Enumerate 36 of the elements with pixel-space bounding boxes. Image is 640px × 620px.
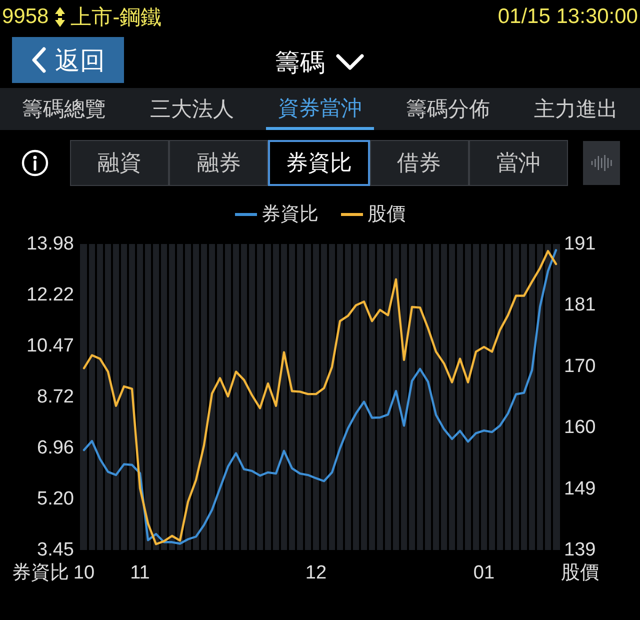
y2-tick-label: 160 (564, 417, 596, 438)
text: 9958 (2, 5, 49, 29)
text: 當沖 (496, 149, 540, 177)
y-tick-label: 8.72 (37, 386, 74, 408)
text: 01/15 13:30:00 (498, 5, 638, 29)
y2-tick-label: 191 (564, 234, 596, 254)
y2-tick-label: 181 (564, 294, 596, 316)
text: 主力進出 (534, 97, 618, 123)
chart-title: 籌碼 (275, 48, 325, 78)
x-tick-label: 10 (73, 562, 95, 584)
y2-tick-label: 170 (564, 356, 596, 377)
text: 融資 (98, 149, 142, 177)
x-tick-label: 12 (305, 562, 327, 584)
text: 融券 (196, 149, 241, 177)
text: 券資比 (286, 149, 352, 177)
y2-tick-label: 149 (564, 478, 596, 500)
text: 返回 (55, 46, 105, 76)
text: 籌碼總覽 (22, 97, 106, 123)
y-axis-title: 券資比 (12, 562, 69, 584)
y-tick-label: 6.96 (37, 438, 74, 458)
y-tick-label: 12.22 (26, 284, 74, 306)
text: 借券 (397, 149, 442, 177)
y-tick-label: 10.47 (26, 336, 74, 356)
y-tick-label: 13.98 (26, 234, 74, 254)
text: 三大法人 (150, 97, 234, 123)
y-tick-label: 3.45 (37, 540, 74, 560)
y2-tick-label: 139 (564, 540, 596, 560)
legend-label: 股價 (368, 203, 406, 227)
text: 籌碼分佈 (406, 97, 490, 123)
text: 上市-鋼鐵 (70, 5, 162, 31)
x-tick-label: 11 (130, 562, 150, 584)
legend-label: 券資比 (262, 203, 318, 227)
y-tick-label: 5.20 (37, 488, 74, 510)
y2-axis-title: 股價 (561, 562, 599, 584)
text: 資券當沖 (266, 88, 374, 130)
x-tick-label: 01 (473, 562, 495, 584)
